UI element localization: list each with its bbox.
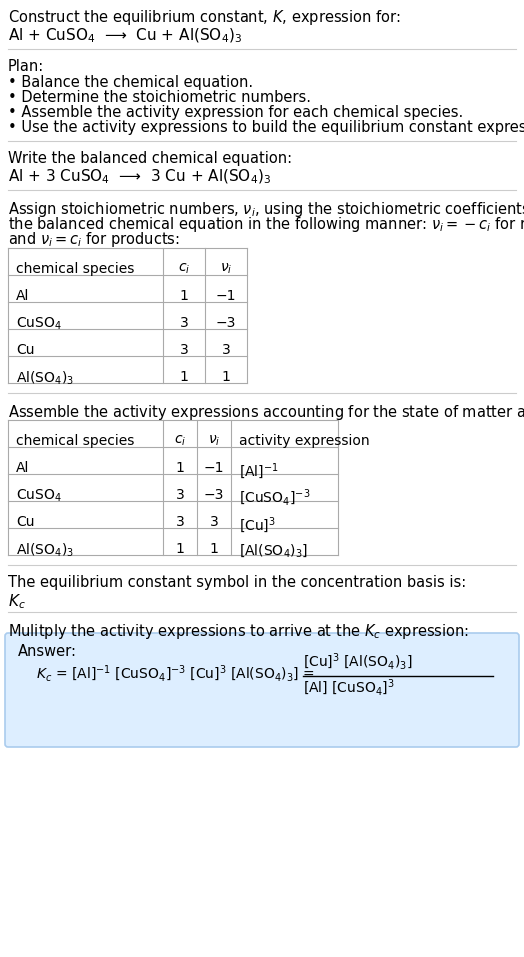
Text: • Determine the stoichiometric numbers.: • Determine the stoichiometric numbers. bbox=[8, 90, 311, 105]
Text: Al(SO$_4$)$_3$: Al(SO$_4$)$_3$ bbox=[16, 370, 74, 388]
Text: and $\nu_i = c_i$ for products:: and $\nu_i = c_i$ for products: bbox=[8, 230, 180, 249]
Text: The equilibrium constant symbol in the concentration basis is:: The equilibrium constant symbol in the c… bbox=[8, 575, 466, 590]
Text: 1: 1 bbox=[176, 542, 184, 556]
Text: [CuSO$_4$]$^{-3}$: [CuSO$_4$]$^{-3}$ bbox=[239, 488, 310, 508]
Text: $\nu_i$: $\nu_i$ bbox=[208, 434, 220, 449]
Text: $K_c$: $K_c$ bbox=[8, 592, 26, 611]
Text: Write the balanced chemical equation:: Write the balanced chemical equation: bbox=[8, 151, 292, 166]
Text: [Cu]$^3$: [Cu]$^3$ bbox=[239, 515, 276, 535]
Text: [Al]$^{-1}$: [Al]$^{-1}$ bbox=[239, 461, 279, 481]
Text: Al: Al bbox=[16, 289, 29, 303]
Text: −1: −1 bbox=[204, 461, 224, 475]
Text: 1: 1 bbox=[176, 461, 184, 475]
Text: 3: 3 bbox=[222, 343, 231, 357]
Text: the balanced chemical equation in the following manner: $\nu_i = -c_i$ for react: the balanced chemical equation in the fo… bbox=[8, 215, 524, 234]
Text: −1: −1 bbox=[216, 289, 236, 303]
Text: −3: −3 bbox=[204, 488, 224, 502]
Text: • Balance the chemical equation.: • Balance the chemical equation. bbox=[8, 75, 253, 90]
Text: 3: 3 bbox=[176, 488, 184, 502]
Text: 3: 3 bbox=[176, 515, 184, 529]
Text: activity expression: activity expression bbox=[239, 434, 369, 448]
Text: • Assemble the activity expression for each chemical species.: • Assemble the activity expression for e… bbox=[8, 105, 463, 120]
Text: 1: 1 bbox=[180, 289, 189, 303]
Text: [Al(SO$_4$)$_3$]: [Al(SO$_4$)$_3$] bbox=[239, 542, 308, 559]
Text: Construct the equilibrium constant, $K$, expression for:: Construct the equilibrium constant, $K$,… bbox=[8, 8, 401, 27]
Text: Al: Al bbox=[16, 461, 29, 475]
Text: Assign stoichiometric numbers, $\nu_i$, using the stoichiometric coefficients, $: Assign stoichiometric numbers, $\nu_i$, … bbox=[8, 200, 524, 219]
Text: 3: 3 bbox=[210, 515, 219, 529]
Text: [Cu]$^3$ [Al(SO$_4$)$_3$]: [Cu]$^3$ [Al(SO$_4$)$_3$] bbox=[303, 652, 412, 672]
Text: $c_i$: $c_i$ bbox=[178, 262, 190, 277]
Text: Cu: Cu bbox=[16, 515, 35, 529]
Text: • Use the activity expressions to build the equilibrium constant expression.: • Use the activity expressions to build … bbox=[8, 120, 524, 135]
Text: Mulitply the activity expressions to arrive at the $K_c$ expression:: Mulitply the activity expressions to arr… bbox=[8, 622, 469, 641]
FancyBboxPatch shape bbox=[5, 633, 519, 747]
Text: CuSO$_4$: CuSO$_4$ bbox=[16, 488, 62, 504]
Text: −3: −3 bbox=[216, 316, 236, 330]
Text: CuSO$_4$: CuSO$_4$ bbox=[16, 316, 62, 332]
Text: 1: 1 bbox=[222, 370, 231, 384]
Text: Plan:: Plan: bbox=[8, 59, 44, 74]
Text: Assemble the activity expressions accounting for the state of matter and $\nu_i$: Assemble the activity expressions accoun… bbox=[8, 403, 524, 422]
Text: chemical species: chemical species bbox=[16, 434, 134, 448]
Text: 3: 3 bbox=[180, 343, 188, 357]
Text: Answer:: Answer: bbox=[18, 644, 77, 659]
Text: [Al] [CuSO$_4$]$^3$: [Al] [CuSO$_4$]$^3$ bbox=[303, 678, 395, 699]
Text: Al(SO$_4$)$_3$: Al(SO$_4$)$_3$ bbox=[16, 542, 74, 560]
Text: 1: 1 bbox=[210, 542, 219, 556]
Text: chemical species: chemical species bbox=[16, 262, 134, 276]
Text: 3: 3 bbox=[180, 316, 188, 330]
Text: $\nu_i$: $\nu_i$ bbox=[220, 262, 232, 277]
Text: $K_c$ = [Al]$^{-1}$ [CuSO$_4$]$^{-3}$ [Cu]$^3$ [Al(SO$_4$)$_3$] =: $K_c$ = [Al]$^{-1}$ [CuSO$_4$]$^{-3}$ [C… bbox=[36, 664, 315, 684]
Text: Al + CuSO$_4$  ⟶  Cu + Al(SO$_4$)$_3$: Al + CuSO$_4$ ⟶ Cu + Al(SO$_4$)$_3$ bbox=[8, 27, 242, 45]
Text: Cu: Cu bbox=[16, 343, 35, 357]
Text: 1: 1 bbox=[180, 370, 189, 384]
Text: $c_i$: $c_i$ bbox=[174, 434, 186, 449]
Text: Al + 3 CuSO$_4$  ⟶  3 Cu + Al(SO$_4$)$_3$: Al + 3 CuSO$_4$ ⟶ 3 Cu + Al(SO$_4$)$_3$ bbox=[8, 168, 271, 187]
